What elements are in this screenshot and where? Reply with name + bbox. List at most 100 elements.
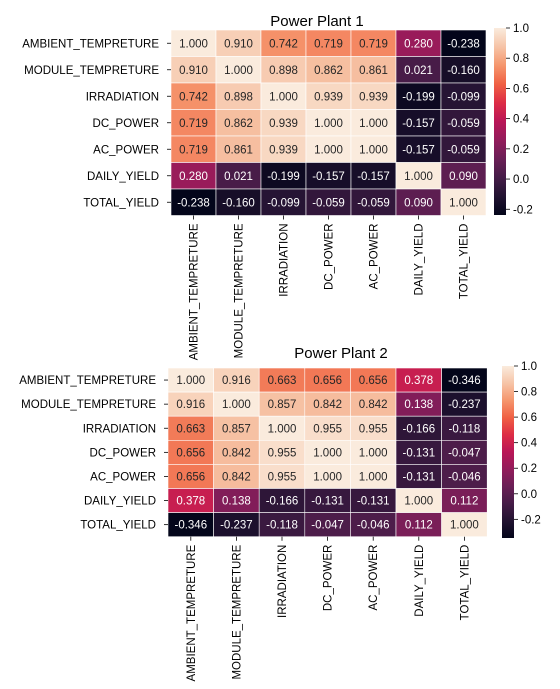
heatmap-cell <box>350 188 397 216</box>
cell-value-label: 0.138 <box>404 399 433 411</box>
cell-value-label: 0.861 <box>224 144 253 156</box>
heatmap-cell <box>304 464 351 489</box>
heatmap-cell <box>440 162 487 190</box>
cell-value-label: 1.000 <box>359 144 388 156</box>
cell-value-label: 0.842 <box>313 399 342 411</box>
colorbar-tick-label: 0.2 <box>521 463 537 475</box>
column-tick-label: TOTAL_YIELD <box>459 224 471 300</box>
heatmap-cell <box>350 162 397 190</box>
heatmap-cell <box>304 488 351 513</box>
heatmap-cell <box>441 415 488 441</box>
cell-value-label: -0.199 <box>402 91 435 103</box>
cell-value-label: 0.898 <box>269 65 298 77</box>
cell-value-label: -0.237 <box>220 520 253 532</box>
row-tick-label: DC_POWER <box>93 118 159 130</box>
chart-title: Power Plant 2 <box>294 345 387 362</box>
cell-value-label: 1.000 <box>313 447 342 459</box>
column-tick-label: DC_POWER <box>323 545 335 611</box>
cell-value-label: 0.378 <box>404 375 433 387</box>
heatmap-cell <box>215 162 262 190</box>
heatmap-cell <box>350 464 397 489</box>
heatmap-cell <box>305 188 352 216</box>
heatmap-cell <box>260 56 307 84</box>
cell-value-label: 0.862 <box>314 65 343 77</box>
heatmap-cell <box>213 367 260 393</box>
heatmap-cell <box>215 82 262 110</box>
cell-value-label: -0.059 <box>357 197 390 209</box>
cell-value-label: -0.059 <box>447 118 480 130</box>
column-tick-label: MODULE_TEMPRETURE <box>234 223 246 358</box>
cell-value-label: -0.157 <box>402 118 435 130</box>
cell-value-label: -0.131 <box>402 471 435 483</box>
heatmap-cell <box>258 488 306 513</box>
cell-value-label: -0.238 <box>447 38 480 50</box>
cell-value-label: 0.112 <box>450 496 478 508</box>
cell-value-label: 0.939 <box>314 91 343 103</box>
column-tick-label: AC_POWER <box>368 545 380 611</box>
heatmap-cell <box>440 56 487 84</box>
colorbar-tick-label: 0.6 <box>513 83 529 95</box>
heatmap-cell <box>350 367 397 393</box>
heatmap-cell <box>170 29 217 57</box>
row-tick-label: MODULE_TEMPRETURE <box>21 399 156 411</box>
colorbar-tick-label: 0.0 <box>513 174 529 186</box>
heatmap-cell <box>395 415 442 441</box>
heatmap-cell <box>441 439 488 465</box>
colorbar-tick-label: 0.4 <box>521 438 538 450</box>
cell-value-label: 1.000 <box>176 375 205 387</box>
colorbar-tick-label: 0.0 <box>521 489 537 501</box>
cell-value-label: 1.000 <box>449 197 478 209</box>
cell-value-label: 1.000 <box>224 65 253 77</box>
cell-value-label: 0.021 <box>404 65 433 77</box>
cell-value-label: 0.378 <box>176 496 205 508</box>
colorbar-tick-label: 0.8 <box>521 387 537 399</box>
heatmap-cell <box>305 162 352 190</box>
heatmap-cell <box>350 82 397 110</box>
cell-value-label: -0.131 <box>311 496 344 508</box>
heatmap-cell <box>170 135 217 163</box>
heatmap-cell <box>167 464 214 489</box>
row-tick-label: AC_POWER <box>90 471 156 483</box>
cell-value-label: 0.898 <box>224 91 253 103</box>
colorbar-tick-label: 0.6 <box>521 412 537 424</box>
column-tick-label: AMBIENT_TEMPRETURE <box>189 223 201 360</box>
heatmap-cell <box>167 367 214 393</box>
cell-value-label: -0.160 <box>222 197 255 209</box>
cell-value-label: 0.090 <box>404 197 433 209</box>
cell-value-label: -0.157 <box>402 144 435 156</box>
cell-value-label: 1.000 <box>359 471 388 483</box>
heatmap-cell <box>258 367 306 393</box>
heatmap-cell <box>213 512 260 537</box>
cell-value-label: 1.000 <box>359 447 388 459</box>
colorbar-tick-label: 1.0 <box>513 23 529 35</box>
column-tick-label: IRRADIATION <box>277 545 289 618</box>
colorbar <box>502 366 514 538</box>
heatmap-cell <box>305 82 352 110</box>
heatmap-cell <box>395 439 442 465</box>
cell-value-label: 0.719 <box>314 38 343 50</box>
heatmap-cell <box>170 188 217 216</box>
heatmap-cell <box>260 188 307 216</box>
heatmap-cell <box>350 415 397 441</box>
cell-value-label: -0.131 <box>402 447 435 459</box>
cell-value-label: -0.099 <box>267 197 300 209</box>
heatmap-cell <box>170 162 217 190</box>
cell-value-label: 1.000 <box>450 520 479 532</box>
cell-value-label: 1.000 <box>268 423 297 435</box>
cell-value-label: 0.842 <box>222 471 251 483</box>
colorbar-tick-label: 0.8 <box>513 53 529 65</box>
cell-value-label: 0.719 <box>179 118 208 130</box>
heatmap-power-plant-2: Power Plant 2 1.000 0.916 0.663 0.656 0.656 0… <box>19 345 541 681</box>
column-tick-label: IRRADIATION <box>279 224 291 297</box>
cell-value-label: 1.000 <box>179 38 208 50</box>
cell-value-label: 0.112 <box>405 520 433 532</box>
row-tick-label: DC_POWER <box>90 447 156 459</box>
heatmap-cell <box>395 29 442 57</box>
cell-value-label: 0.861 <box>359 65 388 77</box>
heatmap-cell <box>441 391 488 417</box>
cell-value-label: 0.862 <box>224 118 253 130</box>
row-tick-label: DAILY_YIELD <box>87 171 159 183</box>
cell-value-label: 0.955 <box>359 423 388 435</box>
heatmap-cell <box>350 488 397 513</box>
